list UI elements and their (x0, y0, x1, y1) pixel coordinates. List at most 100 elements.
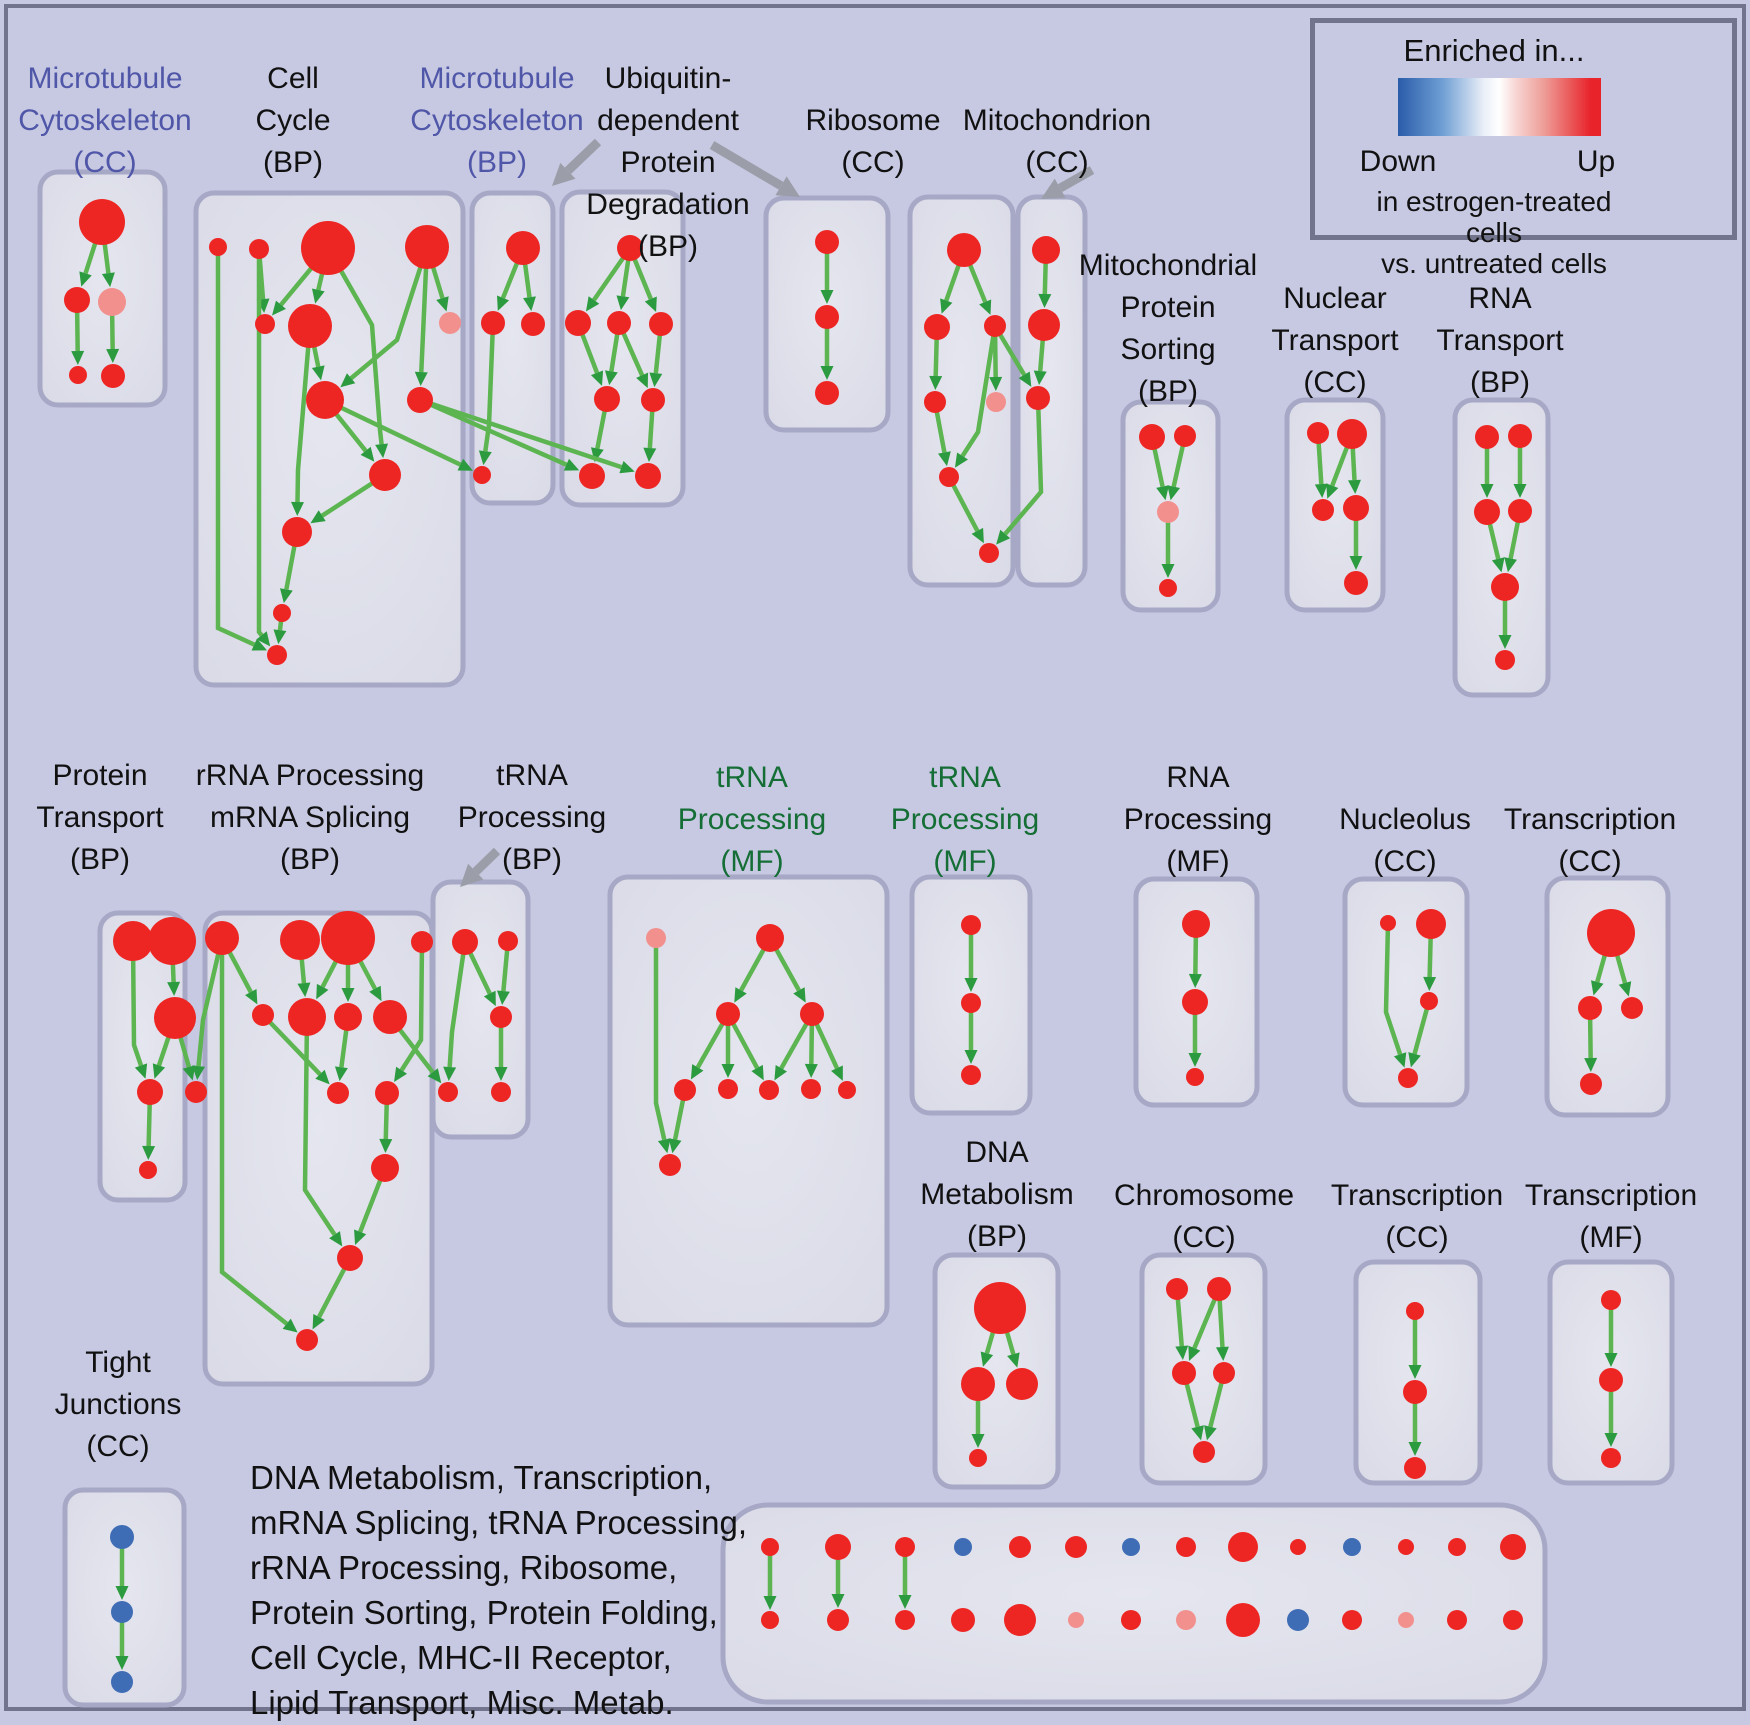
edge-arrowhead (354, 1229, 367, 1245)
legend-title: Enriched in... (1403, 33, 1585, 68)
go-term-node (1122, 1538, 1140, 1556)
edge-arrowhead (115, 1586, 129, 1600)
edge-arrowhead (616, 295, 630, 311)
edge-arrowhead (272, 300, 286, 316)
edge-arrowhead (763, 1596, 777, 1610)
go-term-node (498, 931, 518, 951)
edge-arrowhead (282, 1318, 298, 1333)
cluster-label-trna-processing-mf-large: tRNA Processing (MF) (677, 761, 827, 878)
edge-arrowhead (734, 987, 747, 1003)
edge-arrowhead (604, 370, 618, 386)
go-term-node (646, 928, 666, 948)
go-term-node (154, 997, 196, 1039)
go-term-node (288, 998, 326, 1036)
go-term-node (979, 543, 999, 563)
cluster-label-rna-processing-mf: RNA Processing (MF) (1123, 761, 1273, 878)
edge-arrowhead (311, 365, 325, 381)
edge (196, 937, 225, 1067)
label-pointer-arrow (1057, 166, 1095, 193)
go-term-node (579, 463, 605, 489)
edge-arrowhead (478, 450, 492, 466)
go-term-node (951, 1608, 975, 1632)
edge-arrowhead (483, 990, 496, 1007)
go-term-node (321, 911, 375, 965)
edge-arrowhead (394, 1066, 408, 1083)
go-term-node (761, 1611, 779, 1629)
cluster-box-misc-enriched-terms (720, 1502, 1548, 1705)
go-term-node (984, 315, 1006, 337)
cluster-label-transcription-cc-row3: Transcription (CC) (1330, 1179, 1504, 1254)
go-term-node (255, 314, 275, 334)
edge-arrowhead (1584, 1057, 1598, 1073)
edge-arrowhead (1504, 557, 1517, 573)
edge-arrowhead (1491, 557, 1505, 573)
annotation-arrows-layer (460, 138, 1095, 887)
cluster-label-transcription-mf: Transcription (MF) (1524, 1179, 1698, 1254)
go-term-node (838, 1081, 856, 1099)
edge (256, 249, 264, 637)
go-term-node (594, 386, 620, 412)
go-term-node (759, 1080, 779, 1100)
edge-arrowhead (898, 1595, 912, 1609)
go-term-node (1398, 1068, 1418, 1088)
edge-arrowhead (1604, 1433, 1618, 1447)
go-term-node (1068, 1612, 1084, 1628)
edge-arrowhead (1498, 635, 1512, 649)
edge (1383, 922, 1403, 1055)
legend-down-label: Down (1359, 145, 1437, 178)
edge-arrowhead (1604, 1353, 1618, 1367)
edge-arrowhead (71, 350, 85, 366)
cluster-label-ubiquitin-dependent-protein-degradation-bp: Ubiquitin- dependent Protein Degradation… (586, 62, 750, 263)
go-term-node (649, 312, 673, 336)
edge-arrowhead (690, 1064, 704, 1080)
misc-categories-note: DNA Metabolism, Transcription, mRNA Spli… (250, 1459, 748, 1721)
edge-arrowhead (964, 1050, 978, 1064)
edge-arrowhead (1007, 1352, 1020, 1368)
go-term-node (1337, 419, 1367, 449)
edge-arrowhead (831, 1594, 845, 1608)
edge-arrowhead (1408, 1442, 1422, 1456)
legend-up-label: Up (1576, 145, 1616, 178)
go-term-node (280, 920, 320, 960)
cluster-box-tight-junctions-cc (62, 1487, 187, 1708)
edge-arrowhead (523, 296, 536, 312)
edge-arrowhead (182, 1065, 196, 1081)
go-term-node (947, 233, 981, 267)
edge (419, 397, 568, 467)
edge-arrowhead (1393, 1052, 1407, 1068)
edge (261, 1013, 322, 1076)
edge-arrowhead (938, 451, 951, 467)
edge-arrowhead (649, 372, 663, 388)
go-term-node (185, 1081, 207, 1103)
go-term-node (306, 381, 344, 419)
edge-arrowhead (1618, 981, 1632, 997)
edge-arrowhead (585, 296, 600, 312)
edge-arrowhead (329, 1231, 343, 1247)
go-term-node (801, 1079, 821, 1099)
go-term-node (969, 1449, 987, 1467)
cluster-label-microtubule-cytoskeleton-cc: Microtubule Cytoskeleton (CC) (18, 62, 192, 179)
edge-arrowhead (79, 271, 92, 287)
edge-arrowhead (820, 366, 834, 380)
go-term-node (438, 1082, 458, 1102)
go-term-node (481, 311, 505, 335)
edge-arrowhead (316, 983, 329, 1000)
go-term-node (282, 517, 312, 547)
go-term-node (924, 391, 946, 413)
go-term-node (939, 467, 959, 487)
go-term-node (1174, 425, 1196, 447)
go-term-node (1182, 989, 1208, 1015)
go-term-node (1578, 996, 1602, 1020)
go-term-node (375, 1081, 399, 1105)
edge-arrowhead (101, 272, 115, 288)
go-term-node (617, 235, 643, 261)
cluster-label-trna-processing-bp: tRNA Processing (BP) (457, 759, 607, 876)
go-term-node (69, 366, 87, 384)
go-term-node (1172, 1361, 1196, 1385)
go-term-node (1307, 422, 1329, 444)
edge (947, 475, 980, 532)
edge-arrowhead (668, 1138, 682, 1154)
edge-arrowhead (1408, 1052, 1421, 1068)
edge-arrowhead (563, 458, 580, 471)
go-term-node (815, 305, 839, 329)
